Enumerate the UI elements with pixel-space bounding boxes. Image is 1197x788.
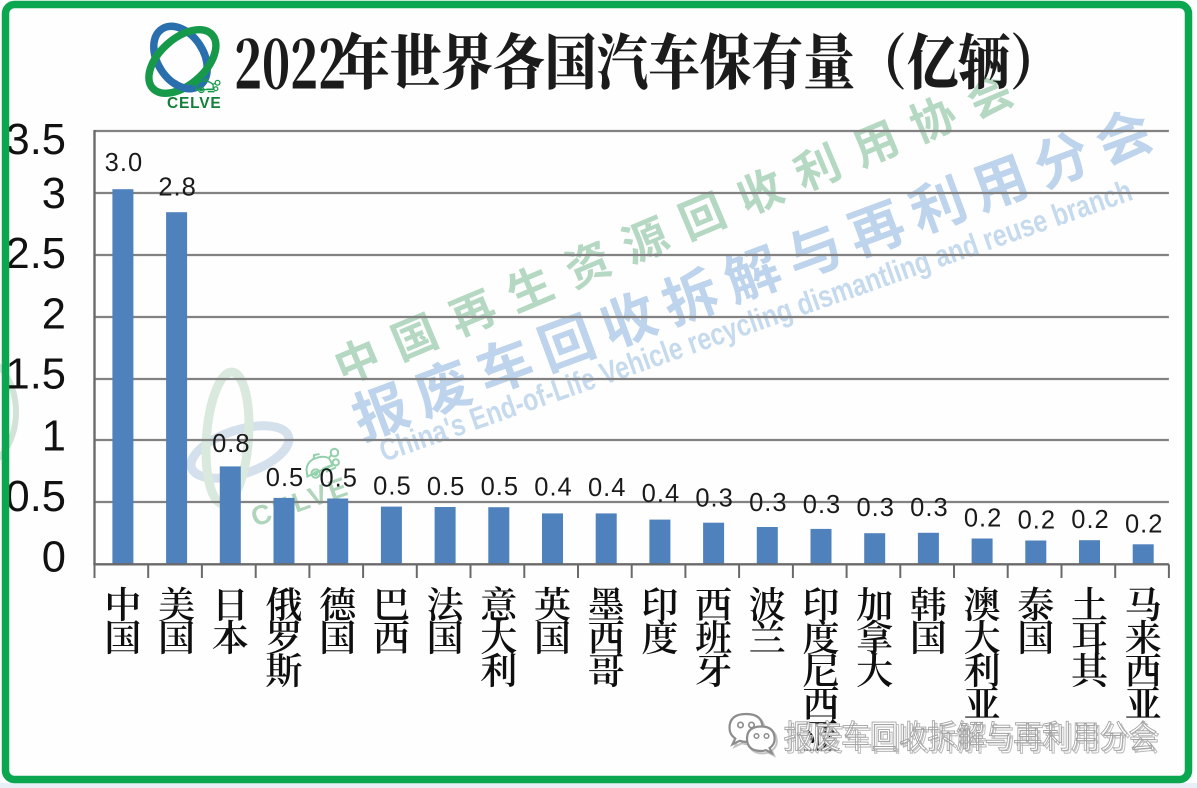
svg-text:0.2: 0.2 [1018, 507, 1056, 535]
svg-text:0.3: 0.3 [803, 491, 841, 519]
svg-text:3.0: 3.0 [105, 149, 143, 177]
svg-text:0.8: 0.8 [212, 430, 250, 458]
svg-text:CELVE: CELVE [167, 95, 222, 112]
svg-text:0.3: 0.3 [749, 489, 787, 517]
svg-text:0.3: 0.3 [910, 494, 948, 522]
svg-text:0.4: 0.4 [642, 480, 680, 508]
svg-text:0.5: 0.5 [266, 464, 304, 492]
svg-text:3.5: 3.5 [6, 116, 66, 164]
svg-text:2: 2 [42, 291, 66, 339]
svg-text:0.3: 0.3 [856, 494, 894, 522]
svg-text:0.3: 0.3 [695, 485, 733, 513]
svg-text:0.2: 0.2 [1125, 510, 1163, 538]
svg-text:2.5: 2.5 [6, 230, 66, 278]
svg-text:1: 1 [42, 413, 66, 461]
svg-text:0: 0 [42, 534, 66, 582]
svg-text:0.4: 0.4 [534, 473, 572, 501]
svg-text:0.2: 0.2 [1071, 506, 1109, 534]
svg-text:0.2: 0.2 [964, 505, 1002, 533]
svg-text:2.8: 2.8 [158, 174, 196, 202]
svg-text:0.5: 0.5 [427, 473, 465, 501]
svg-text:0.5: 0.5 [373, 473, 411, 501]
svg-text:1.5: 1.5 [6, 351, 66, 399]
svg-text:0.5: 0.5 [481, 473, 519, 501]
svg-text:3: 3 [42, 170, 66, 218]
svg-text:0.5: 0.5 [6, 473, 66, 521]
svg-text:0.5: 0.5 [319, 465, 357, 493]
svg-text:0.4: 0.4 [588, 474, 626, 502]
